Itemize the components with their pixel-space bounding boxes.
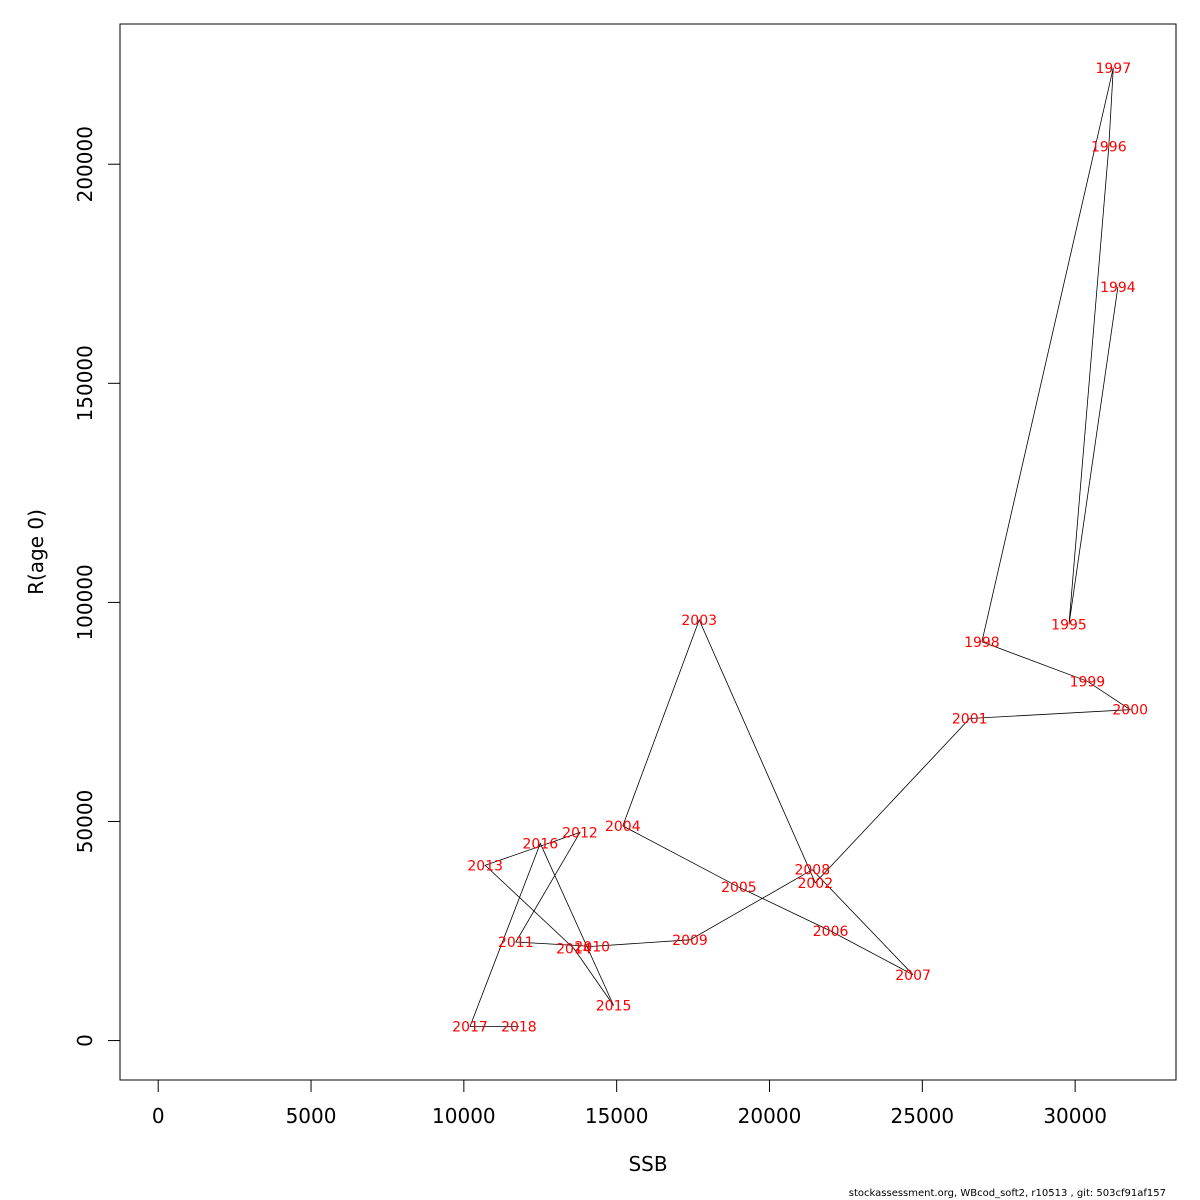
- year-label-2011: 2011: [498, 935, 534, 951]
- year-label-1995: 1995: [1051, 617, 1087, 633]
- year-label-2013: 2013: [467, 858, 503, 874]
- year-label-1998: 1998: [964, 635, 1000, 651]
- year-label-2015: 2015: [596, 999, 632, 1015]
- year-label-2004: 2004: [605, 819, 641, 835]
- x-axis-title: SSB: [628, 1152, 667, 1176]
- year-label-2012: 2012: [562, 825, 598, 841]
- x-tick-label: 15000: [585, 1104, 649, 1128]
- year-label-1996: 1996: [1091, 140, 1127, 156]
- x-tick-label: 5000: [286, 1104, 337, 1128]
- x-tick-label: 0: [152, 1104, 165, 1128]
- year-label-2005: 2005: [721, 880, 757, 896]
- y-axis: 0 50000 100000 150000 200000: [73, 126, 121, 1047]
- year-label-2007: 2007: [895, 968, 931, 984]
- y-tick-label: 150000: [73, 345, 97, 421]
- series-path: [469, 67, 1132, 1027]
- year-label-2009: 2009: [672, 933, 708, 949]
- year-label-1997: 1997: [1095, 61, 1131, 77]
- year-label-2010: 2010: [574, 939, 610, 955]
- year-label-2006: 2006: [813, 924, 849, 940]
- y-axis-title: R(age 0): [24, 509, 48, 595]
- year-label-2017: 2017: [452, 1020, 488, 1036]
- y-tick-label: 50000: [73, 790, 97, 854]
- x-tick-label: 25000: [891, 1104, 955, 1128]
- y-tick-label: 0: [73, 1034, 97, 1047]
- year-label-2001: 2001: [952, 712, 988, 728]
- year-label-2008: 2008: [794, 863, 830, 879]
- plot-frame: [119, 23, 1177, 1081]
- year-labels: 1994 1995 1996 1997 1998 1999 2000 2001 2002 2003…: [452, 61, 1148, 1036]
- year-label-2014: 2014: [556, 942, 592, 958]
- year-label-2002: 2002: [797, 876, 833, 892]
- x-tick-label: 30000: [1043, 1104, 1107, 1128]
- year-label-1994: 1994: [1100, 280, 1136, 296]
- y-tick-label: 100000: [73, 564, 97, 640]
- x-axis: 0 5000 10000 15000 20000 25000 30000: [152, 1079, 1107, 1128]
- year-label-1999: 1999: [1070, 674, 1106, 690]
- y-tick-label: 200000: [73, 126, 97, 202]
- year-label-2018: 2018: [501, 1020, 537, 1036]
- footer-note: stockassessment.org, WBcod_soft2, r10513…: [848, 1188, 1166, 1199]
- year-label-2003: 2003: [681, 613, 717, 629]
- x-tick-label: 10000: [432, 1104, 496, 1128]
- x-tick-label: 20000: [738, 1104, 802, 1128]
- year-label-2016: 2016: [522, 836, 558, 852]
- year-label-2000: 2000: [1112, 703, 1148, 719]
- sr-path-line: [469, 67, 1132, 1027]
